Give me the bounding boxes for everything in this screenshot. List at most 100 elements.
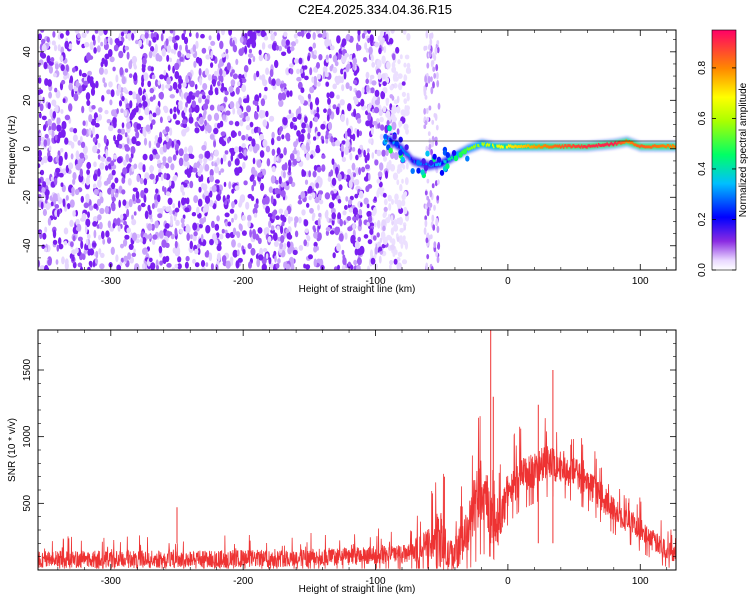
noise-cell (281, 51, 287, 57)
noise-cell (63, 240, 68, 246)
signal-core-cell (629, 141, 632, 145)
noise-cell (92, 145, 98, 154)
noise-cell (317, 217, 321, 227)
noise-cell (201, 94, 206, 100)
signal-core-cell (471, 146, 474, 150)
noise-cell (230, 79, 236, 86)
noise-cell (161, 239, 167, 248)
noise-cell (128, 198, 133, 208)
noise-cell (397, 59, 401, 65)
noise-cell (174, 145, 179, 151)
noise-cell (86, 194, 90, 203)
noise-cell (381, 37, 385, 44)
noise-cell (194, 248, 199, 255)
noise-cell (86, 30, 90, 34)
noise-cell (68, 103, 73, 112)
noise-cell (182, 214, 186, 220)
noise-cell (274, 254, 277, 263)
noise-cell (127, 178, 132, 186)
noise-cell (44, 247, 48, 252)
noise-cell (327, 108, 332, 116)
noise-cell (326, 216, 330, 223)
noise-cell (282, 171, 286, 179)
signal-core-cell (449, 157, 452, 161)
noise-cell (403, 224, 407, 231)
noise-cell (256, 105, 260, 113)
noise-cell (102, 77, 106, 84)
noise-cell (93, 188, 99, 195)
noise-cell (357, 33, 361, 42)
noise-cell (40, 201, 44, 210)
noise-cell (381, 73, 386, 80)
noise-cell (208, 252, 213, 262)
noise-cell (311, 192, 316, 199)
noise-cell (358, 130, 363, 137)
noise-cell (143, 72, 149, 81)
noise-cell (215, 239, 219, 246)
noise-cell (149, 87, 155, 94)
x-tick-label: -300 (101, 276, 121, 287)
noise-cell (261, 263, 267, 270)
signal-blob (465, 155, 470, 162)
noise-cell (362, 57, 368, 63)
noise-cell (379, 133, 384, 141)
noise-cell (313, 66, 318, 73)
signal-core-cell (576, 145, 579, 148)
noise-cell (312, 212, 316, 219)
noise-cell (330, 169, 334, 177)
noise-cell (186, 170, 192, 178)
noise-cell (293, 147, 297, 153)
noise-cell (289, 90, 293, 97)
noise-cell (391, 105, 397, 114)
noise-cell (324, 38, 330, 48)
noise-cell (51, 129, 55, 139)
noise-cell (155, 153, 160, 160)
signal-core-cell (596, 144, 599, 148)
noise-cell (224, 212, 230, 218)
noise-cell (151, 203, 155, 210)
noise-cell (393, 152, 399, 160)
noise-cell (155, 107, 161, 116)
noise-cell (295, 38, 299, 44)
noise-cell (55, 104, 59, 113)
noise-cell (213, 112, 220, 121)
noise-cell (41, 44, 47, 52)
colorbar-label: Normalized spectral amplitude (738, 82, 749, 217)
noise-cell (69, 75, 74, 84)
noise-cell (165, 162, 170, 169)
noise-cell (74, 188, 80, 196)
noise-cell (95, 250, 99, 259)
noise-cell (216, 252, 221, 262)
noise-cell (331, 177, 337, 186)
noise-cell (406, 62, 411, 69)
noise-cell (55, 167, 61, 174)
noise-cell (248, 58, 252, 65)
noise-cell (360, 98, 365, 107)
noise-cell (297, 113, 302, 120)
noise-cell (300, 87, 305, 94)
signal-core-cell (660, 144, 662, 148)
signal-core-cell (647, 145, 650, 149)
colorbar-tick-label: 0.8 (697, 61, 708, 75)
signal-core-cell (614, 141, 617, 145)
noise-cell (232, 39, 235, 49)
noise-cell (356, 257, 362, 266)
snr-x-axis-label: Height of straight line (km) (299, 584, 416, 595)
noise-cell (71, 88, 74, 98)
noise-cell (383, 206, 388, 212)
noise-cell (218, 170, 222, 176)
noise-cell (257, 172, 263, 178)
noise-cell (267, 30, 273, 35)
noise-cell (262, 139, 268, 148)
signal-core-cell (540, 145, 543, 149)
noise-cell (181, 33, 185, 41)
noise-cell (131, 55, 138, 64)
noise-cell (243, 149, 247, 157)
signal-core-cell (574, 145, 576, 149)
noise-cell (93, 203, 98, 209)
noise-cell (436, 225, 440, 234)
noise-cell (211, 220, 215, 229)
noise-cell (47, 258, 52, 266)
noise-cell (385, 217, 391, 224)
noise-cell (278, 208, 284, 214)
